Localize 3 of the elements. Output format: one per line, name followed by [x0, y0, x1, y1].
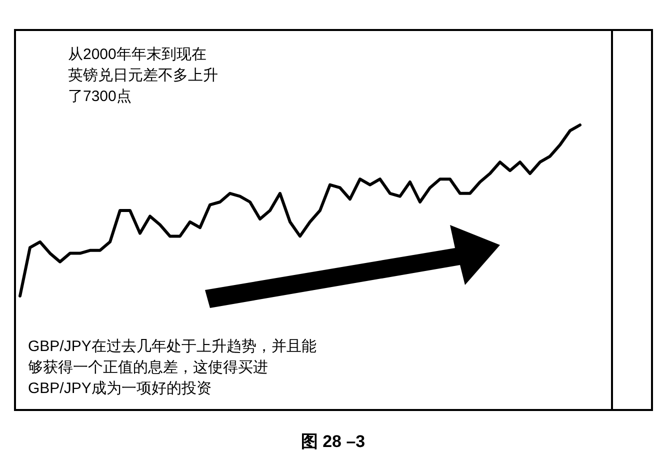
annotation: GBP/JPY在过去几年处于上升趋势，并且能够获得一个正值的息差，这使得买进GBP/JPY成为一项好的投资 — [28, 337, 318, 399]
annotation: 从2000年年末到现在英镑兑日元差不多上升了7300点 — [68, 45, 218, 107]
text: 图 28 –3 — [300, 431, 366, 453]
